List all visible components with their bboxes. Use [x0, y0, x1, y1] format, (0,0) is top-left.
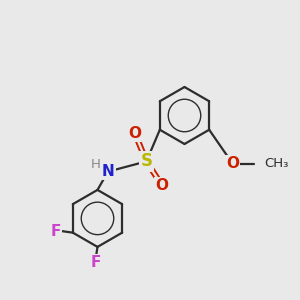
Text: H: H [91, 158, 100, 172]
Text: CH₃: CH₃ [265, 157, 289, 170]
Text: O: O [128, 126, 142, 141]
Text: O: O [226, 156, 239, 171]
Text: O: O [155, 178, 169, 193]
Text: F: F [91, 255, 101, 270]
Text: N: N [102, 164, 114, 179]
Text: S: S [140, 152, 152, 170]
Text: F: F [50, 224, 61, 239]
